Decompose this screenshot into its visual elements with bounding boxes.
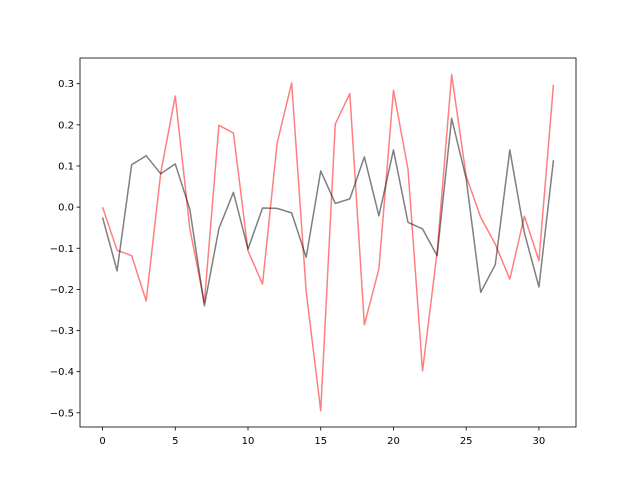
- series-line-1: [101, 73, 555, 412]
- y-tick-label: 0.0: [58, 203, 74, 214]
- x-tick-label: 0: [99, 436, 105, 447]
- x-tick-label: 15: [314, 436, 327, 447]
- y-axis: −0.5 −0.4 −0.3 −0.2 −0.1 0.0 0.1 0.2 0.3: [50, 79, 80, 419]
- y-tick-label: −0.2: [50, 285, 74, 296]
- y-tick-label: −0.5: [50, 408, 74, 419]
- x-tick-label: 10: [242, 436, 255, 447]
- y-tick-label: −0.3: [50, 326, 74, 337]
- x-tick-label: 20: [387, 436, 400, 447]
- x-tick-label: 25: [460, 436, 473, 447]
- y-tick-label: −0.4: [50, 367, 74, 378]
- x-tick-label: 30: [533, 436, 546, 447]
- x-axis: 0 5 10 15 20 25 30: [99, 427, 545, 447]
- y-tick-label: 0.2: [58, 120, 74, 131]
- series-layer: [101, 73, 555, 412]
- plot-area-frame: [79, 57, 577, 428]
- y-tick-label: −0.1: [50, 244, 74, 255]
- y-tick-label: 0.3: [58, 79, 74, 90]
- series-line-2: [101, 117, 555, 307]
- x-tick-label: 5: [172, 436, 178, 447]
- y-tick-label: 0.1: [58, 161, 74, 172]
